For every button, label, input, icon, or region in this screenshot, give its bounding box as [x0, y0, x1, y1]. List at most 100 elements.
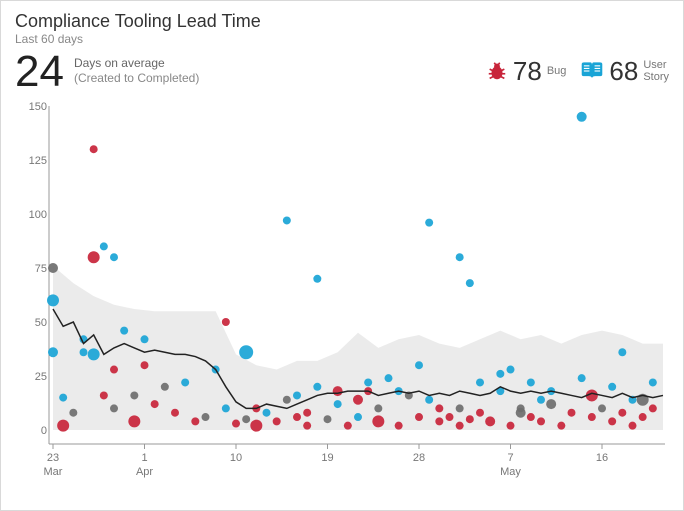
point-bug[interactable] [649, 404, 657, 412]
point-bug[interactable] [222, 318, 230, 326]
point-bug[interactable] [527, 413, 535, 421]
point-story[interactable] [527, 378, 535, 386]
point-bug[interactable] [372, 415, 384, 427]
point-bug[interactable] [435, 404, 443, 412]
point-story[interactable] [293, 391, 301, 399]
point-other[interactable] [324, 415, 332, 423]
point-bug[interactable] [485, 416, 495, 426]
point-bug[interactable] [557, 422, 565, 430]
point-other[interactable] [48, 263, 58, 273]
point-story[interactable] [88, 348, 100, 360]
point-bug[interactable] [250, 420, 262, 432]
point-other[interactable] [456, 404, 464, 412]
point-other[interactable] [283, 396, 291, 404]
point-bug[interactable] [141, 361, 149, 369]
point-bug[interactable] [476, 409, 484, 417]
point-story[interactable] [222, 404, 230, 412]
point-story[interactable] [608, 383, 616, 391]
point-bug[interactable] [466, 415, 474, 423]
point-story[interactable] [456, 253, 464, 261]
svg-text:7: 7 [507, 452, 513, 464]
point-story[interactable] [415, 361, 423, 369]
point-bug[interactable] [344, 422, 352, 430]
point-bug[interactable] [456, 422, 464, 430]
point-other[interactable] [516, 408, 526, 418]
point-bug[interactable] [588, 413, 596, 421]
point-other[interactable] [110, 404, 118, 412]
point-story[interactable] [48, 347, 58, 357]
point-other[interactable] [598, 404, 606, 412]
point-story[interactable] [263, 409, 271, 417]
point-bug[interactable] [232, 420, 240, 428]
point-story[interactable] [385, 374, 393, 382]
point-bug[interactable] [629, 422, 637, 430]
point-bug[interactable] [57, 420, 69, 432]
point-story[interactable] [649, 378, 657, 386]
legend-bug[interactable]: 78 Bug [486, 58, 567, 84]
point-bug[interactable] [446, 413, 454, 421]
point-other[interactable] [69, 409, 77, 417]
point-bug[interactable] [395, 422, 403, 430]
point-bug[interactable] [435, 417, 443, 425]
y-tick: 25 [35, 371, 47, 383]
x-tick: 28 [413, 444, 425, 464]
point-story[interactable] [618, 348, 626, 356]
point-bug[interactable] [618, 409, 626, 417]
point-story[interactable] [578, 374, 586, 382]
point-story[interactable] [425, 219, 433, 227]
point-bug[interactable] [507, 422, 515, 430]
point-other[interactable] [161, 383, 169, 391]
point-story[interactable] [466, 279, 474, 287]
legend-story[interactable]: 68 User Story [580, 58, 669, 84]
point-bug[interactable] [333, 386, 343, 396]
point-other[interactable] [242, 415, 250, 423]
point-other[interactable] [374, 404, 382, 412]
point-story[interactable] [141, 335, 149, 343]
card-subtitle: Last 60 days [15, 32, 669, 46]
point-bug[interactable] [608, 417, 616, 425]
point-bug[interactable] [110, 366, 118, 374]
point-bug[interactable] [273, 417, 281, 425]
point-bug[interactable] [568, 409, 576, 417]
point-story[interactable] [313, 383, 321, 391]
legend-story-count: 68 [609, 58, 638, 84]
point-bug[interactable] [639, 413, 647, 421]
point-story[interactable] [110, 253, 118, 261]
point-bug[interactable] [100, 391, 108, 399]
point-story[interactable] [47, 294, 59, 306]
point-story[interactable] [120, 327, 128, 335]
point-bug[interactable] [128, 415, 140, 427]
point-other[interactable] [202, 413, 210, 421]
point-story[interactable] [283, 216, 291, 224]
point-bug[interactable] [537, 417, 545, 425]
point-other[interactable] [546, 399, 556, 409]
point-story[interactable] [239, 345, 253, 359]
point-story[interactable] [181, 378, 189, 386]
point-bug[interactable] [191, 417, 199, 425]
point-other[interactable] [130, 391, 138, 399]
point-bug[interactable] [353, 395, 363, 405]
point-bug[interactable] [151, 400, 159, 408]
point-story[interactable] [577, 112, 587, 122]
svg-text:19: 19 [321, 452, 333, 464]
point-story[interactable] [334, 400, 342, 408]
point-bug[interactable] [90, 145, 98, 153]
point-bug[interactable] [293, 413, 301, 421]
point-story[interactable] [80, 348, 88, 356]
point-story[interactable] [364, 378, 372, 386]
point-bug[interactable] [303, 409, 311, 417]
point-bug[interactable] [303, 422, 311, 430]
point-story[interactable] [425, 396, 433, 404]
point-story[interactable] [496, 370, 504, 378]
point-bug[interactable] [171, 409, 179, 417]
point-story[interactable] [59, 394, 67, 402]
svg-text:75: 75 [35, 263, 47, 275]
point-story[interactable] [476, 378, 484, 386]
point-story[interactable] [537, 396, 545, 404]
point-story[interactable] [354, 413, 362, 421]
point-story[interactable] [507, 366, 515, 374]
point-bug[interactable] [415, 413, 423, 421]
point-story[interactable] [100, 242, 108, 250]
point-story[interactable] [313, 275, 321, 283]
point-bug[interactable] [88, 251, 100, 263]
